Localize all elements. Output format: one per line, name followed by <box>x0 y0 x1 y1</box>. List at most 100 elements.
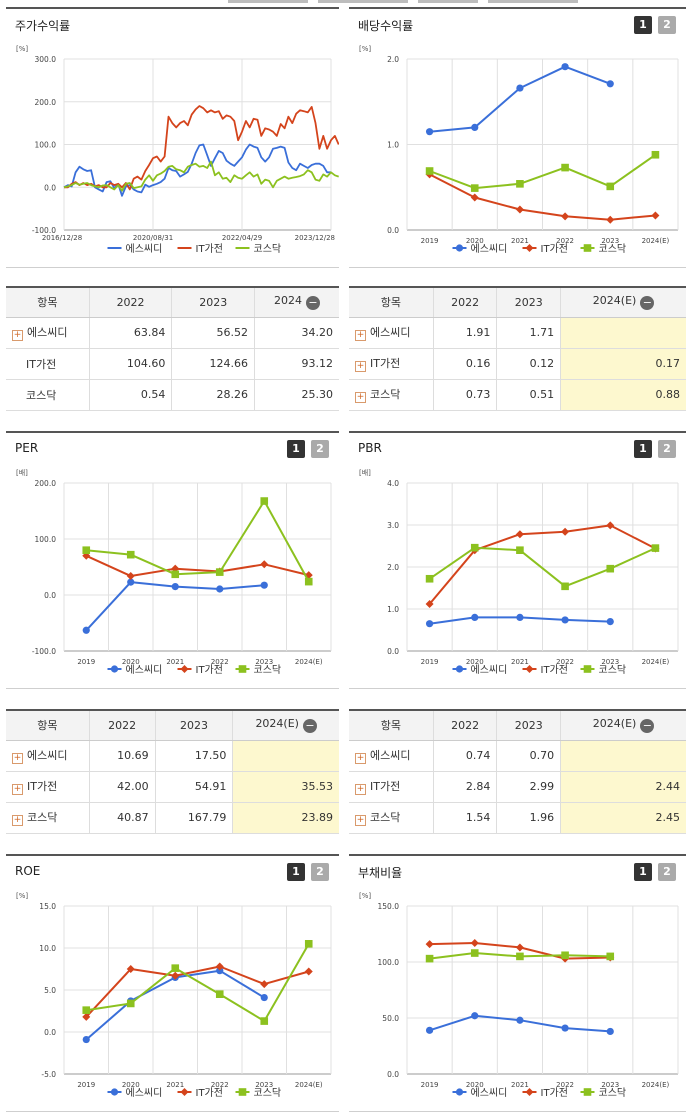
view-1-button[interactable]: 1 <box>634 440 652 458</box>
table-row: + 에스씨디 0.74 0.70 <box>349 740 686 772</box>
expand-plus-icon[interactable]: + <box>12 815 23 826</box>
x-tick-label: 2021 <box>166 658 184 666</box>
series-line <box>63 143 331 197</box>
y-tick-label: 10.0 <box>39 944 56 953</box>
data-point <box>127 578 135 586</box>
data-point <box>425 1026 434 1034</box>
y-tick-label: -100.0 <box>32 647 56 656</box>
legend-label: 에스씨디 <box>471 664 508 676</box>
data-point <box>561 212 570 221</box>
view-1-button[interactable]: 1 <box>287 440 305 458</box>
data-point <box>425 574 434 583</box>
x-tick-label: 2021 <box>511 658 529 666</box>
panel-title: 주가수익률 <box>15 19 71 33</box>
collapse-minus-icon[interactable]: − <box>640 296 655 311</box>
data-point <box>455 244 464 252</box>
x-tick-label: 2022 <box>211 658 229 666</box>
view-2-button[interactable]: 2 <box>658 440 676 458</box>
expand-plus-icon[interactable]: + <box>355 784 366 795</box>
view-1-button[interactable]: 1 <box>634 863 652 881</box>
view-1-button[interactable]: 1 <box>287 863 305 881</box>
column-header: 2024(E) − <box>232 710 339 741</box>
view-1-button[interactable]: 1 <box>634 16 652 34</box>
data-point <box>606 564 615 573</box>
row-label: 코스닥 <box>6 379 90 411</box>
table-row: + IT가전 42.00 54.91 35.53 <box>6 771 339 803</box>
table-cell: 0.17 <box>560 348 686 380</box>
x-tick-label: 2022/04/29 <box>222 234 262 242</box>
y-tick-label: 0.0 <box>387 226 399 235</box>
column-header: 2023 <box>171 287 255 318</box>
unit-label: [배] <box>16 468 28 477</box>
expand-plus-icon[interactable]: + <box>12 784 23 795</box>
x-tick-label: 2024(E) <box>642 1081 670 1089</box>
y-tick-label: 150.0 <box>378 902 400 911</box>
data-point <box>651 150 660 159</box>
data-point <box>82 1012 91 1021</box>
expand-plus-icon[interactable]: + <box>12 753 23 764</box>
x-tick-label: 2022 <box>211 1081 229 1089</box>
legend-label: 코스닥 <box>599 243 627 255</box>
expand-plus-icon[interactable]: + <box>355 392 366 403</box>
table-cell: 2.99 <box>496 771 561 803</box>
expand-plus-icon[interactable]: + <box>355 361 366 372</box>
x-tick-label: 2020 <box>466 658 484 666</box>
y-tick-label: 50.0 <box>382 1014 399 1023</box>
data-point <box>425 167 434 175</box>
view-2-button[interactable]: 2 <box>658 16 676 34</box>
collapse-minus-icon[interactable]: − <box>306 296 321 311</box>
legend-label: 코스닥 <box>254 1087 282 1099</box>
row-label: IT가전 <box>6 348 90 380</box>
series-line <box>428 524 656 605</box>
row-label: + 에스씨디 <box>6 317 90 349</box>
collapse-minus-icon[interactable]: − <box>302 719 317 734</box>
x-tick-label: 2020 <box>466 1081 484 1089</box>
data-point <box>126 550 135 559</box>
debt-ratio-chart: [%] 150.0 100.0 50.0 0.0 2019 2020 2021 2022 2023… <box>359 892 679 1099</box>
data-point <box>425 954 434 963</box>
table-cell: 1.54 <box>432 802 497 834</box>
series-line <box>85 965 310 1018</box>
pbr-chart: [배] 4.0 3.0 2.0 1.0 0.0 2019 2020 2021 2022 2023 20… <box>359 468 679 676</box>
expand-plus-icon[interactable]: + <box>355 815 366 826</box>
data-point <box>561 616 569 624</box>
column-header: 2024(E) − <box>560 710 686 741</box>
top-scroll-remnant <box>0 0 691 6</box>
data-point <box>260 497 269 505</box>
data-point <box>516 952 524 961</box>
collapse-minus-icon[interactable]: − <box>640 719 655 734</box>
table-cell: 2.84 <box>432 771 497 803</box>
series-line <box>64 105 339 191</box>
table-cell: 42.00 <box>88 771 156 803</box>
view-2-button[interactable]: 2 <box>658 863 676 881</box>
y-tick-label: -100.0 <box>32 226 56 235</box>
data-point <box>82 1006 91 1014</box>
data-point <box>238 1088 247 1096</box>
view-2-button[interactable]: 2 <box>311 440 329 458</box>
data-point <box>455 665 464 673</box>
expand-plus-icon[interactable]: + <box>355 753 366 764</box>
y-tick-label: 100.0 <box>35 141 57 150</box>
column-header: 2023 <box>154 710 233 741</box>
expand-plus-icon[interactable]: + <box>355 330 366 341</box>
data-point <box>216 967 224 975</box>
table-cell: 10.69 <box>88 740 156 772</box>
table-cell: 2.45 <box>560 802 686 834</box>
data-point <box>238 665 247 673</box>
view-2-button[interactable]: 2 <box>311 863 329 881</box>
table-row: 코스닥 0.54 28.26 25.30 <box>6 379 339 411</box>
data-point <box>171 971 180 980</box>
data-point <box>561 63 569 71</box>
data-point <box>216 585 224 593</box>
data-point <box>516 613 524 621</box>
table-cell: 25.30 <box>254 379 339 411</box>
expand-plus-icon[interactable]: + <box>12 330 23 341</box>
table-cell <box>560 317 686 349</box>
table-cell: 167.79 <box>154 802 233 834</box>
table-cell: 35.53 <box>232 771 339 803</box>
x-tick-label: 2019 <box>77 1081 95 1089</box>
table-row: + 코스닥 40.87 167.79 23.89 <box>6 802 339 834</box>
series-line <box>85 554 310 577</box>
y-tick-label: 200.0 <box>35 98 57 107</box>
